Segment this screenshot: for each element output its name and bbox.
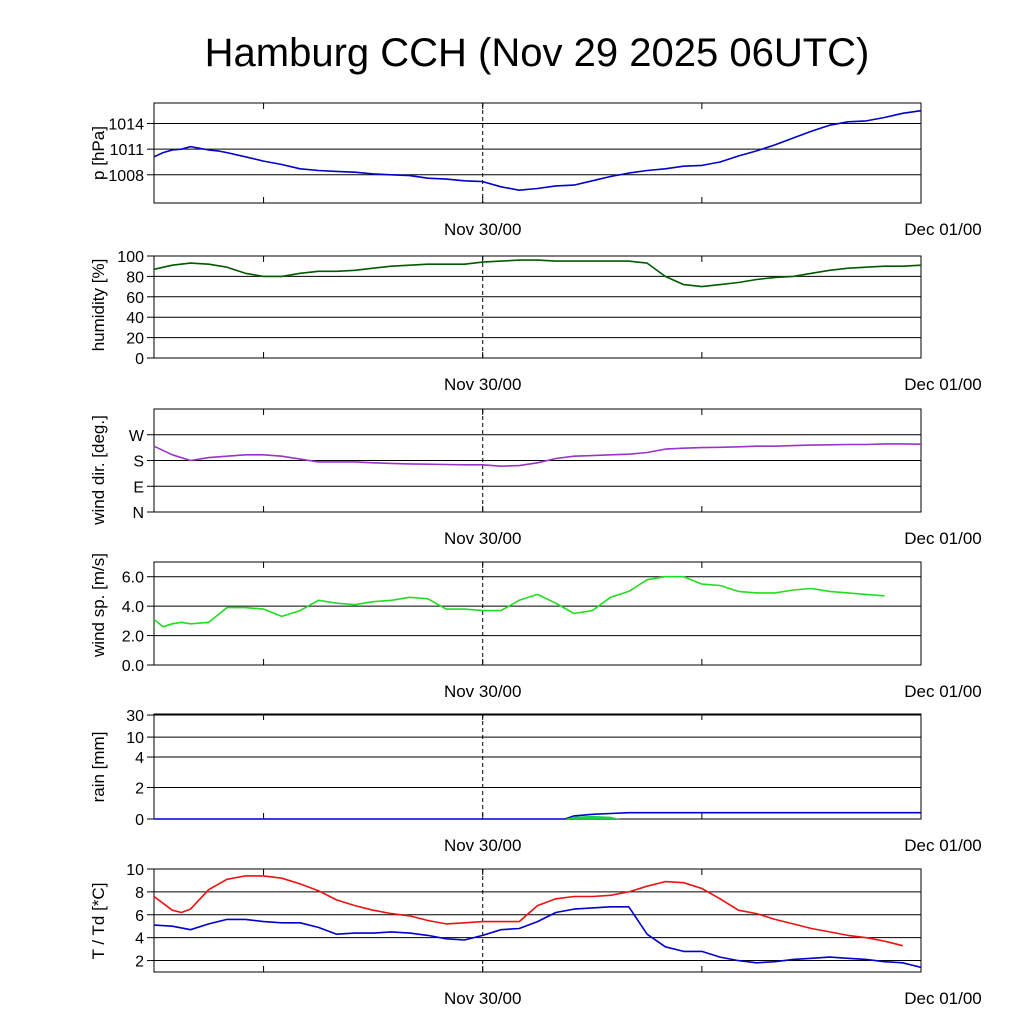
series-rain_accum (154, 811, 921, 820)
series-dd (153, 443, 922, 468)
y-axis-label: wind dir. [deg.] (89, 415, 108, 526)
date-label: Nov 30/00 (444, 989, 522, 1008)
y-tick-label: 4 (135, 931, 144, 948)
panel-frame (153, 868, 922, 973)
y-tick-label: S (133, 454, 144, 471)
date-label: Dec 01/00 (904, 682, 982, 701)
date-label: Dec 01/00 (904, 836, 982, 855)
series-p (153, 109, 922, 191)
date-label: Dec 01/00 (904, 529, 982, 548)
y-tick-label: 30 (126, 708, 144, 725)
panel-frame (153, 713, 922, 820)
y-tick-label: 2.0 (122, 629, 144, 646)
y-tick-label: 2 (135, 781, 144, 798)
y-tick-label: 1014 (108, 117, 144, 134)
y-tick-label: 80 (126, 269, 144, 286)
date-label: Dec 01/00 (904, 375, 982, 394)
y-tick-label: 1008 (108, 168, 144, 185)
date-label: Nov 30/00 (444, 682, 522, 701)
date-label: Nov 30/00 (444, 529, 522, 548)
y-tick-label: 40 (126, 310, 144, 327)
y-tick-label: E (133, 479, 144, 496)
y-axis-label: p [hPa] (89, 126, 108, 180)
panel-pressure: 1008 1011 1014 Nov 30/00 Dec 01/00 p [hPa] (89, 102, 982, 239)
panel-frame (153, 561, 922, 666)
date-label: Nov 30/00 (444, 375, 522, 394)
panel-wind_speed: 0.0 2.0 4.0 6.0 Nov 30/00 Dec 01/00 wind sp. [… (89, 553, 982, 701)
y-tick-label: 4 (135, 750, 144, 767)
series-T (153, 875, 903, 947)
panel-rain: 0 2 4 10 30 Nov 30/00 Dec 01/00 rain [mm] (89, 708, 982, 855)
y-axis-label: T / Td [*C] (89, 883, 108, 960)
y-tick-label: 6.0 (122, 570, 144, 587)
y-axis-label: wind sp. [m/s] (89, 553, 108, 658)
y-tick-label: 8 (135, 885, 144, 902)
panel-frame (153, 102, 922, 204)
y-tick-label: 20 (126, 331, 144, 348)
series-rain_hourly (564, 815, 620, 819)
y-tick-label: 1011 (110, 142, 145, 159)
y-tick-label: 2 (135, 954, 144, 971)
panel-humidity: 0 20 40 60 80 100 Nov 30/00 Dec 01/00 humidity [… (89, 249, 982, 394)
y-tick-label: 0 (135, 351, 144, 368)
y-tick-label: 10 (126, 730, 144, 747)
y-tick-label: 4.0 (122, 599, 144, 616)
series-Td (153, 905, 922, 969)
y-tick-label: N (132, 505, 144, 522)
y-tick-label: 60 (126, 290, 144, 307)
date-label: Nov 30/00 (444, 220, 522, 239)
date-label: Nov 30/00 (444, 836, 522, 855)
y-tick-label: 0.0 (122, 658, 144, 675)
panel-temperature: 2 4 6 8 10 Nov 30/00 Dec 01/00 T / Td [*C] (89, 862, 982, 1008)
date-label: Dec 01/00 (904, 989, 982, 1008)
y-tick-label: 6 (135, 908, 144, 925)
y-tick-label: 0 (135, 812, 144, 829)
chart-title: Hamburg CCH (Nov 29 2025 06UTC) (205, 31, 870, 75)
y-tick-label: 100 (117, 249, 144, 266)
date-label: Dec 01/00 (904, 220, 982, 239)
panel-frame (153, 255, 922, 359)
y-axis-label: rain [mm] (89, 732, 108, 803)
y-tick-label: 10 (126, 862, 144, 879)
series-rh (153, 259, 922, 288)
y-axis-label: humidity [%] (89, 259, 108, 352)
y-tick-label: W (129, 428, 145, 445)
series-ff (153, 575, 885, 628)
